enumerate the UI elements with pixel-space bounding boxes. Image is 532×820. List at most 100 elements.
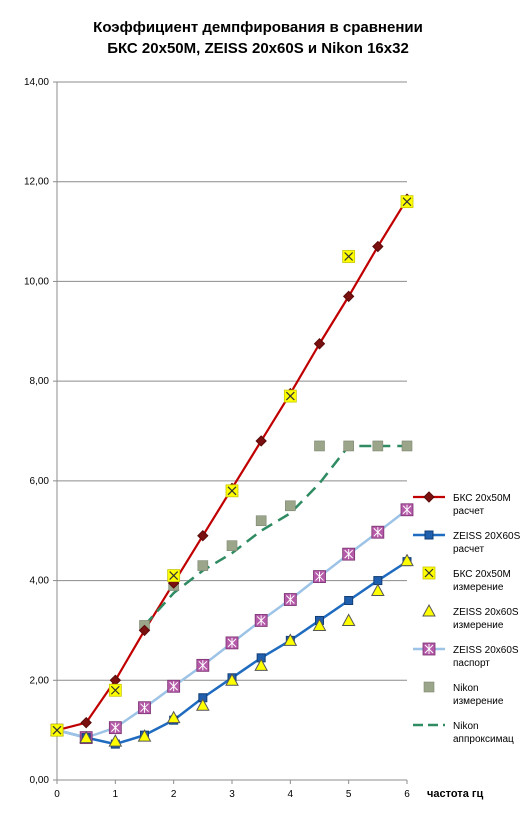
- data-point-series-3: [370, 583, 385, 597]
- data-point-series-2: [283, 389, 297, 403]
- data-point-series-5: [255, 515, 267, 527]
- triangle-marker: [400, 553, 414, 567]
- x-tick-label: 4: [288, 789, 294, 800]
- y-tick-label: 2,00: [30, 675, 50, 686]
- triangle-marker: [283, 633, 298, 646]
- data-point-series-0: [197, 529, 209, 542]
- square-marker: [424, 530, 434, 540]
- data-point-series-5: [226, 540, 238, 551]
- data-point-series-3: [312, 618, 327, 631]
- data-point-series-2: [400, 195, 414, 209]
- data-point-series-2: [225, 484, 239, 498]
- data-point-series-0: [255, 435, 267, 447]
- gray-square-marker: [285, 500, 296, 512]
- chart-title-line-2: БКС 20х50М, ZEISS 20х60S и Nikon 16х32: [107, 40, 409, 57]
- y-tick-label: 12,00: [24, 177, 49, 188]
- data-point-series-5: [401, 440, 413, 452]
- x-tick-label: 2: [171, 789, 177, 800]
- data-point-series-5: [343, 440, 354, 452]
- data-point-series-4: [167, 679, 181, 693]
- x-axis-tick-labels: 0 1 2 3 4 5 6: [54, 789, 410, 800]
- legend-label: паспорт: [453, 658, 490, 669]
- plot-area: [50, 193, 414, 749]
- legend-label: Nikon: [453, 721, 479, 732]
- data-point-series-0: [313, 338, 326, 350]
- x-tick-label: 6: [404, 789, 410, 800]
- legend-entry: БКС 20х50М расчет: [413, 491, 511, 517]
- y-tick-label: 10,00: [24, 276, 49, 287]
- diamond-marker: [138, 624, 151, 637]
- diamond-marker: [423, 491, 435, 503]
- triangle-marker: [79, 730, 94, 744]
- data-point-series-0: [80, 716, 92, 729]
- y-tick-label: 8,00: [30, 376, 50, 387]
- diamond-marker: [372, 240, 384, 253]
- data-point-series-3: [79, 730, 94, 744]
- legend-marker-swatch: [422, 642, 436, 656]
- gray-square-marker: [372, 440, 384, 452]
- legend-label: Nikon: [453, 683, 479, 694]
- gray-square-marker: [197, 560, 209, 571]
- diamond-marker: [197, 529, 209, 542]
- legend-label: БКС 20х50М: [453, 569, 511, 580]
- legend-label: измерение: [453, 582, 504, 593]
- data-point-series-3: [137, 729, 152, 742]
- cross-stroke: [285, 391, 295, 401]
- cross-stroke: [402, 197, 412, 207]
- x-axis-label: частота гц: [427, 788, 483, 800]
- data-point-series-4: [225, 636, 239, 650]
- data-point-series-0: [372, 240, 384, 253]
- data-point-series-4: [371, 525, 385, 539]
- legend-marker-swatch: [423, 491, 435, 503]
- x-tick-label: 5: [346, 789, 352, 800]
- cross-stroke: [344, 252, 354, 261]
- gray-square-marker: [423, 681, 435, 693]
- data-point-series-0: [342, 290, 355, 303]
- data-point-series-3: [341, 613, 356, 626]
- legend-label: измерение: [453, 696, 504, 707]
- data-point-series-2: [342, 250, 356, 263]
- data-point-series-3: [108, 734, 123, 747]
- data-point-series-3: [195, 698, 210, 711]
- legend-label: аппроксимац: [453, 734, 514, 745]
- data-point-series-5: [285, 500, 296, 512]
- data-point-series-5: [197, 560, 209, 571]
- x-tick-label: 0: [54, 789, 60, 800]
- series-line-1: [56, 560, 408, 746]
- legend-label: измерение: [453, 620, 504, 631]
- data-point-series-4: [138, 701, 151, 715]
- legend-label: ZEISS 20х60S: [453, 607, 519, 618]
- y-tick-label: 14,00: [24, 77, 49, 88]
- gray-square-marker: [314, 440, 325, 452]
- y-tick-label: 6,00: [30, 476, 50, 487]
- cross-stroke: [227, 486, 237, 496]
- y-axis-tick-labels: 0,00 2,00 4,00 6,00 8,00 10,00 12,00 14,00: [24, 77, 49, 786]
- diamond-marker: [313, 338, 326, 350]
- legend-label: ZEISS 20X60S: [453, 531, 521, 542]
- data-point-series-1: [344, 596, 354, 606]
- series-line-6: [143, 444, 407, 627]
- data-point-series-4: [254, 614, 268, 627]
- legend-label: расчет: [453, 506, 484, 517]
- y-tick-label: 4,00: [30, 576, 50, 587]
- data-point-series-2: [167, 569, 181, 582]
- legend-entry: Nikon аппроксимац: [413, 721, 514, 745]
- diamond-marker: [342, 290, 355, 303]
- data-point-series-5: [314, 440, 325, 452]
- square-marker: [373, 576, 383, 586]
- legend-marker-swatch: [423, 681, 435, 693]
- triangle-marker: [166, 710, 181, 724]
- legend-entry: ZEISS 20X60S расчет: [413, 530, 521, 555]
- cross-stroke: [110, 685, 120, 695]
- triangle-marker: [254, 658, 269, 671]
- data-point-series-0: [138, 624, 151, 637]
- cross-stroke: [424, 568, 434, 578]
- diamond-marker: [255, 435, 267, 447]
- gray-square-marker: [255, 515, 267, 527]
- legend-marker-swatch: [422, 566, 436, 580]
- triangle-marker: [370, 583, 385, 597]
- data-point-series-4: [313, 570, 326, 583]
- triangle-marker: [312, 618, 327, 631]
